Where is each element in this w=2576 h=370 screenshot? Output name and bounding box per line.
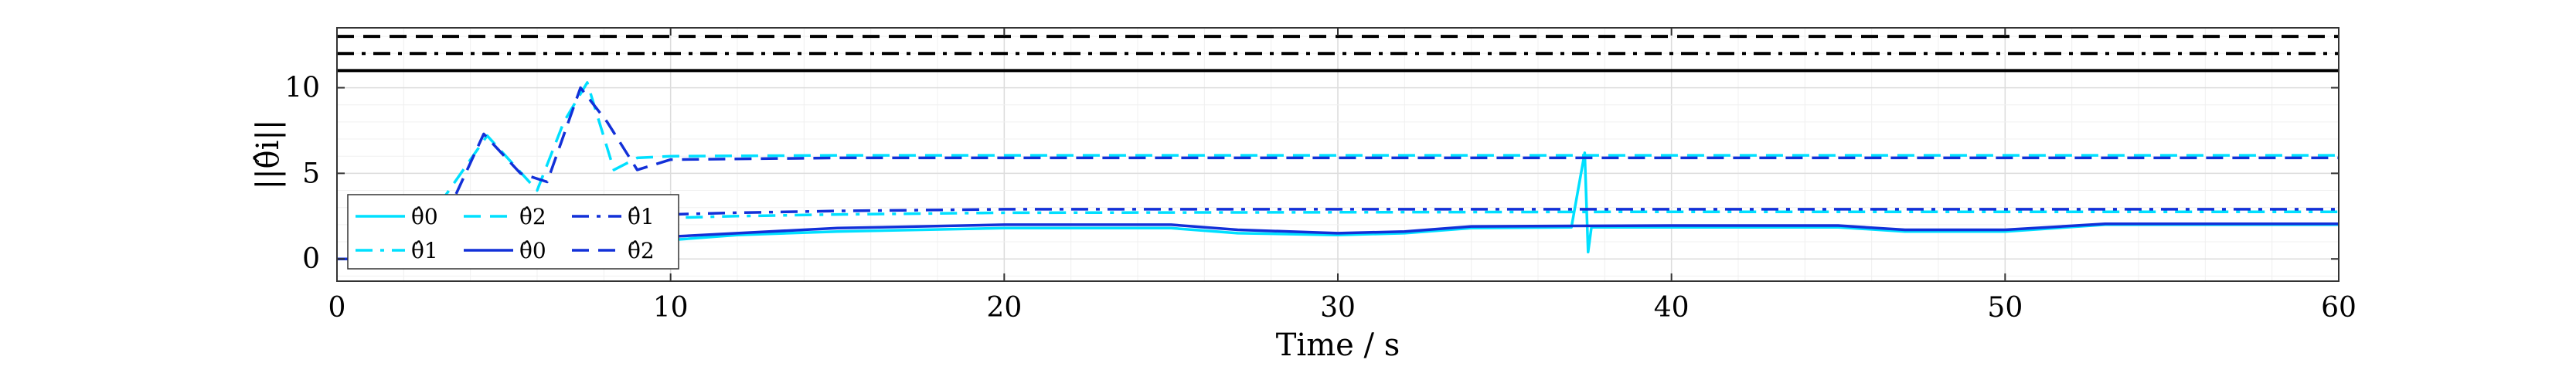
legend-box: [347, 194, 679, 270]
y-tick-label: 5: [302, 158, 320, 189]
reference-lines: [337, 35, 2339, 73]
series-line-4: [337, 208, 2339, 260]
x-axis-label: Time / s: [1276, 328, 1400, 363]
x-tick-label: 30: [1320, 292, 1356, 324]
legend-label: θ̂1: [411, 238, 438, 263]
legend: θ̂0 θ̂1 θ̂2 θ̂0 θ̂1 θ̂2: [347, 194, 679, 270]
legend-label: θ̂2: [628, 238, 655, 263]
y-tick-label: 0: [302, 243, 320, 275]
legend-label: θ̂0: [519, 238, 546, 263]
x-tick-label: 40: [1654, 292, 1690, 324]
axis-ticks: 0 10 20 30 40 50 60 0 5 10: [284, 28, 2357, 324]
x-tick-label: 10: [653, 292, 689, 324]
legend-label: θ̂0: [411, 204, 438, 229]
series-line-3: [337, 222, 2339, 260]
x-tick-label: 20: [986, 292, 1022, 324]
x-tick-label: 50: [1987, 292, 2023, 324]
y-tick-label: 10: [284, 73, 320, 104]
legend-label: θ̂1: [628, 204, 655, 229]
x-tick-label: 60: [2321, 292, 2357, 324]
y-axis-label: ||θ̂i||: [250, 120, 286, 190]
legend-label: θ̂2: [519, 204, 546, 229]
x-tick-label: 0: [328, 292, 346, 324]
